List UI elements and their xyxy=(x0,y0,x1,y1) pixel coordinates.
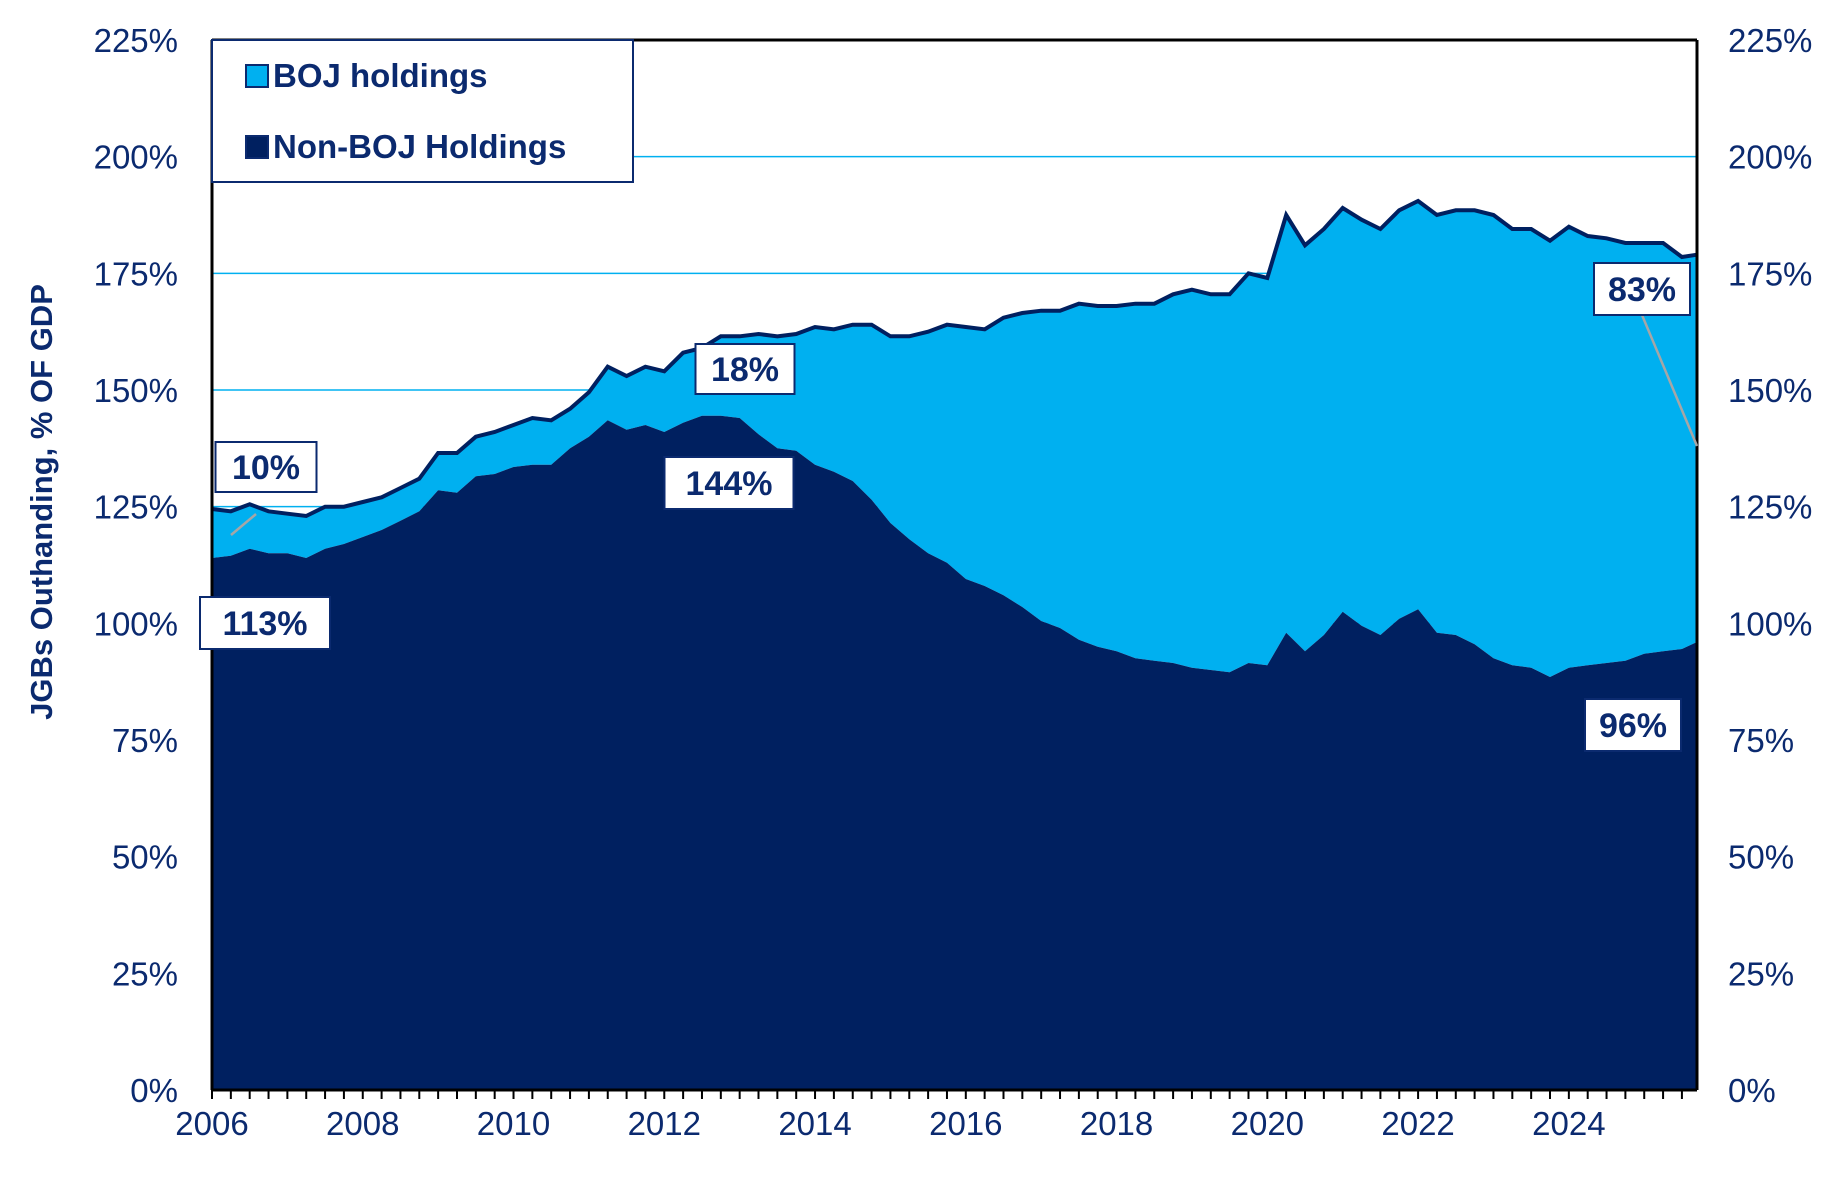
annotation-box xyxy=(1593,262,1691,316)
annotation-label: 10% xyxy=(232,449,300,487)
x-tick-label: 2008 xyxy=(326,1105,399,1142)
series-area-non-boj-holdings xyxy=(212,415,1697,1090)
right-y-tick-label: 0% xyxy=(1728,1072,1776,1109)
annotation-label: 144% xyxy=(686,465,773,503)
left-y-tick-label: 100% xyxy=(94,605,178,642)
right-y-tick-label: 25% xyxy=(1728,955,1794,992)
annotation-leader-line xyxy=(230,513,257,536)
annotation-label: 18% xyxy=(711,351,779,389)
left-y-tick-label: 75% xyxy=(112,722,178,759)
y-axis-title: JGBs Outhanding, % OF GDP xyxy=(24,284,59,720)
left-y-tick-label: 125% xyxy=(94,489,178,526)
annotation-box xyxy=(199,596,331,650)
legend-label-boj-holdings: BOJ holdings xyxy=(273,57,488,94)
area-series xyxy=(211,198,1698,1090)
legend: BOJ holdings Non-BOJ Holdings xyxy=(211,39,634,183)
series-area-boj-holdings xyxy=(212,201,1697,677)
left-y-axis-ticks: 0% 25% 50% 75% 100% 125% 150% 175% 200% 225% xyxy=(94,22,178,1109)
legend-swatch-boj-holdings xyxy=(245,64,269,88)
annotation-box xyxy=(663,456,795,510)
right-y-tick-label: 225% xyxy=(1728,22,1812,59)
left-y-tick-label: 225% xyxy=(94,22,178,59)
left-y-tick-label: 175% xyxy=(94,255,178,292)
left-y-tick-label: 25% xyxy=(112,955,178,992)
x-tick-label: 2014 xyxy=(778,1105,851,1142)
x-tick-label: 2024 xyxy=(1532,1105,1605,1142)
left-y-tick-label: 150% xyxy=(94,372,178,409)
right-y-tick-label: 125% xyxy=(1728,489,1812,526)
x-tick-label: 2018 xyxy=(1080,1105,1153,1142)
legend-swatch-non-boj-holdings xyxy=(245,135,269,159)
x-tick-label: 2006 xyxy=(175,1105,248,1142)
left-y-tick-label: 50% xyxy=(112,839,178,876)
annotation-label: 83% xyxy=(1608,271,1676,309)
annotation-leader-line xyxy=(1640,314,1699,447)
x-tick-label: 2012 xyxy=(628,1105,701,1142)
annotation-label: 113% xyxy=(222,605,307,643)
left-y-tick-label: 200% xyxy=(94,139,178,176)
annotation-box xyxy=(214,441,318,493)
legend-label-non-boj-holdings: Non-BOJ Holdings xyxy=(273,128,566,165)
legend-box xyxy=(211,39,634,183)
right-y-tick-label: 200% xyxy=(1728,139,1812,176)
x-tick-label: 2016 xyxy=(929,1105,1002,1142)
right-y-axis-ticks: 0% 25% 50% 75% 100% 125% 150% 175% 200% 225% xyxy=(1728,22,1812,1109)
left-y-tick-label: 0% xyxy=(130,1072,178,1109)
data-annotations: 10% 113% 18% 144% 83% 96% xyxy=(199,262,1699,752)
right-y-tick-label: 175% xyxy=(1728,255,1812,292)
right-y-tick-label: 75% xyxy=(1728,722,1794,759)
x-tick-label: 2020 xyxy=(1231,1105,1304,1142)
annotation-label: 96% xyxy=(1599,707,1667,745)
x-axis-ticks: 2006 2008 2010 2012 2014 2016 2018 2020 2022 2024 xyxy=(175,1090,1683,1142)
annotation-box xyxy=(1584,698,1682,752)
right-y-tick-label: 150% xyxy=(1728,372,1812,409)
x-tick-label: 2010 xyxy=(477,1105,550,1142)
x-tick-label: 2022 xyxy=(1381,1105,1454,1142)
series-line-total-outline xyxy=(211,198,1698,519)
annotation-box xyxy=(694,343,796,395)
right-y-tick-label: 100% xyxy=(1728,605,1812,642)
right-y-tick-label: 50% xyxy=(1728,839,1794,876)
